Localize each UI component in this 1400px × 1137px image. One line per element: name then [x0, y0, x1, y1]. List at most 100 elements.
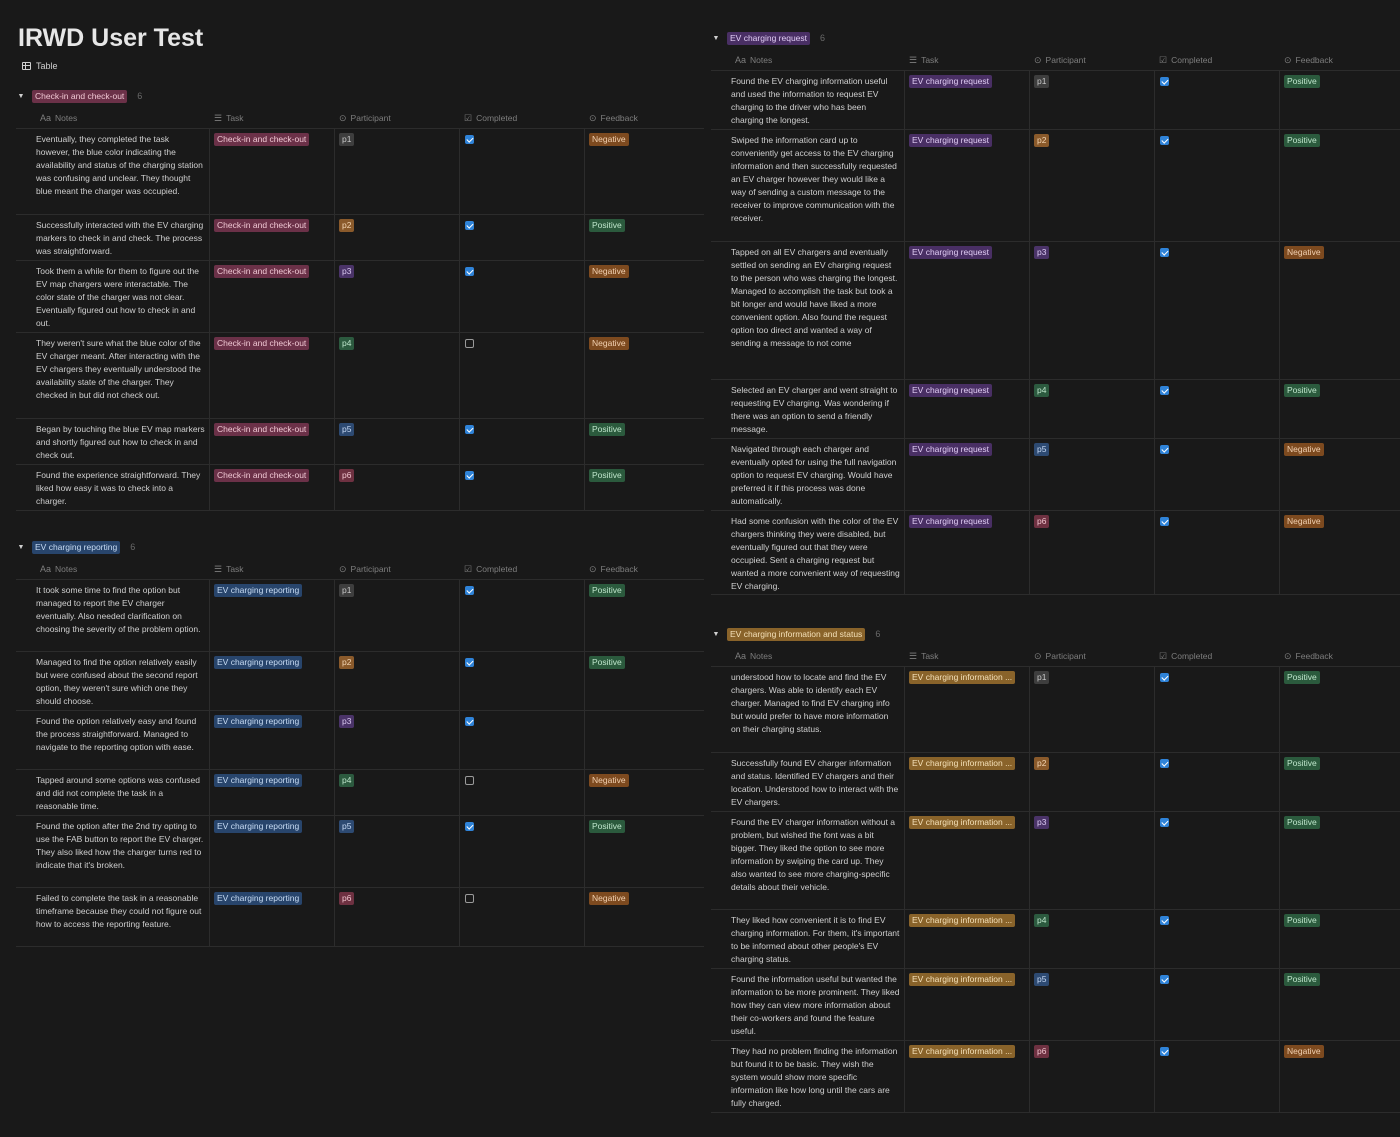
table-row[interactable]: Navigated through each charger and event… [711, 439, 1400, 511]
task-cell[interactable]: EV charging reporting [210, 770, 335, 815]
task-cell[interactable]: EV charging reporting [210, 652, 335, 710]
completed-checkbox[interactable] [1160, 818, 1169, 827]
notes-cell[interactable]: Managed to find the option relatively ea… [16, 652, 210, 710]
participant-cell[interactable]: p2 [1030, 753, 1155, 811]
column-header-completed[interactable]: ☑ Completed [1155, 646, 1280, 666]
column-header-completed[interactable]: ☑ Completed [460, 108, 585, 128]
column-header-participant[interactable]: ⊙ Participant [335, 108, 460, 128]
participant-cell[interactable]: p3 [335, 261, 460, 332]
column-header-task[interactable]: ☰ Task [210, 108, 335, 128]
participant-cell[interactable]: p6 [1030, 511, 1155, 594]
notes-cell[interactable]: Successfully interacted with the EV char… [16, 215, 210, 260]
participant-cell[interactable]: p3 [1030, 242, 1155, 379]
completed-checkbox[interactable] [465, 135, 474, 144]
participant-cell[interactable]: p2 [335, 652, 460, 710]
feedback-cell[interactable]: Positive [1280, 130, 1399, 241]
table-row[interactable]: Successfully found EV charger informatio… [711, 753, 1400, 812]
participant-cell[interactable]: p6 [1030, 1041, 1155, 1112]
column-header-feedback[interactable]: ⊙ Feedback [585, 108, 704, 128]
table-row[interactable]: Tapped around some options was confused … [16, 770, 704, 816]
feedback-cell[interactable]: Positive [1280, 71, 1399, 129]
notes-cell[interactable]: Found the information useful but wanted … [711, 969, 905, 1040]
notes-cell[interactable]: Found the option relatively easy and fou… [16, 711, 210, 769]
completed-checkbox[interactable] [465, 586, 474, 595]
task-cell[interactable]: EV charging information ... [905, 753, 1030, 811]
feedback-cell[interactable]: Negative [1280, 1041, 1399, 1112]
table-row[interactable]: Selected an EV charger and went straight… [711, 380, 1400, 439]
group-header[interactable]: ▼ Check-in and check-out 6 [16, 88, 704, 104]
column-header-notes[interactable]: Aa Notes [16, 559, 210, 579]
completed-checkbox[interactable] [1160, 759, 1169, 768]
participant-cell[interactable]: p2 [1030, 130, 1155, 241]
completed-checkbox[interactable] [465, 894, 474, 903]
participant-cell[interactable]: p4 [1030, 910, 1155, 968]
task-cell[interactable]: EV charging request [905, 511, 1030, 594]
notes-cell[interactable]: They had no problem finding the informat… [711, 1041, 905, 1112]
column-header-notes[interactable]: Aa Notes [711, 646, 905, 666]
column-header-notes[interactable]: Aa Notes [711, 50, 905, 70]
completed-checkbox[interactable] [1160, 517, 1169, 526]
completed-checkbox[interactable] [465, 471, 474, 480]
participant-cell[interactable]: p1 [1030, 71, 1155, 129]
table-row[interactable]: Failed to complete the task in a reasona… [16, 888, 704, 947]
feedback-cell[interactable]: Positive [1280, 753, 1399, 811]
task-cell[interactable]: EV charging reporting [210, 888, 335, 946]
task-cell[interactable]: EV charging request [905, 71, 1030, 129]
table-row[interactable]: Found the EV charger information without… [711, 812, 1400, 910]
feedback-cell[interactable]: Negative [585, 888, 704, 946]
table-row[interactable]: They weren't sure what the blue color of… [16, 333, 704, 419]
column-header-task[interactable]: ☰ Task [905, 646, 1030, 666]
completed-checkbox[interactable] [1160, 77, 1169, 86]
completed-checkbox[interactable] [465, 776, 474, 785]
completed-checkbox[interactable] [465, 425, 474, 434]
notes-cell[interactable]: They weren't sure what the blue color of… [16, 333, 210, 418]
feedback-cell[interactable]: Positive [585, 580, 704, 651]
caret-down-icon[interactable]: ▼ [712, 630, 720, 638]
completed-checkbox[interactable] [465, 267, 474, 276]
participant-cell[interactable]: p4 [1030, 380, 1155, 438]
task-cell[interactable]: Check-in and check-out [210, 261, 335, 332]
table-row[interactable]: Found the information useful but wanted … [711, 969, 1400, 1041]
participant-cell[interactable]: p5 [1030, 439, 1155, 510]
column-header-feedback[interactable]: ⊙ Feedback [1280, 646, 1399, 666]
feedback-cell[interactable]: Positive [1280, 380, 1399, 438]
notes-cell[interactable]: Found the EV charger information without… [711, 812, 905, 909]
task-cell[interactable]: EV charging request [905, 130, 1030, 241]
table-row[interactable]: Eventually, they completed the task howe… [16, 129, 704, 215]
table-row[interactable]: Managed to find the option relatively ea… [16, 652, 704, 711]
completed-checkbox[interactable] [1160, 248, 1169, 257]
column-header-task[interactable]: ☰ Task [210, 559, 335, 579]
column-header-participant[interactable]: ⊙ Participant [335, 559, 460, 579]
completed-checkbox[interactable] [465, 717, 474, 726]
table-row[interactable]: Found the option after the 2nd try optin… [16, 816, 704, 888]
feedback-cell[interactable] [585, 711, 704, 769]
table-row[interactable]: They liked how convenient it is to find … [711, 910, 1400, 969]
participant-cell[interactable]: p2 [335, 215, 460, 260]
caret-down-icon[interactable]: ▼ [17, 543, 25, 551]
completed-checkbox[interactable] [1160, 673, 1169, 682]
feedback-cell[interactable]: Negative [1280, 242, 1399, 379]
feedback-cell[interactable]: Positive [1280, 667, 1399, 752]
task-cell[interactable]: EV charging reporting [210, 711, 335, 769]
participant-cell[interactable]: p1 [335, 580, 460, 651]
table-row[interactable]: Found the experience straightforward. Th… [16, 465, 704, 511]
task-cell[interactable]: EV charging reporting [210, 816, 335, 887]
participant-cell[interactable]: p1 [1030, 667, 1155, 752]
completed-checkbox[interactable] [465, 339, 474, 348]
column-header-completed[interactable]: ☑ Completed [460, 559, 585, 579]
participant-cell[interactable]: p3 [335, 711, 460, 769]
completed-checkbox[interactable] [1160, 386, 1169, 395]
participant-cell[interactable]: p5 [335, 419, 460, 464]
notes-cell[interactable]: Took them a while for them to figure out… [16, 261, 210, 332]
feedback-cell[interactable]: Positive [1280, 969, 1399, 1040]
column-header-participant[interactable]: ⊙ Participant [1030, 50, 1155, 70]
caret-down-icon[interactable]: ▼ [17, 92, 25, 100]
participant-cell[interactable]: p6 [335, 888, 460, 946]
notes-cell[interactable]: Found the option after the 2nd try optin… [16, 816, 210, 887]
participant-cell[interactable]: p5 [335, 816, 460, 887]
caret-down-icon[interactable]: ▼ [712, 34, 720, 42]
table-row[interactable]: It took some time to find the option but… [16, 580, 704, 652]
notes-cell[interactable]: They liked how convenient it is to find … [711, 910, 905, 968]
participant-cell[interactable]: p1 [335, 129, 460, 214]
table-row[interactable]: Took them a while for them to figure out… [16, 261, 704, 333]
